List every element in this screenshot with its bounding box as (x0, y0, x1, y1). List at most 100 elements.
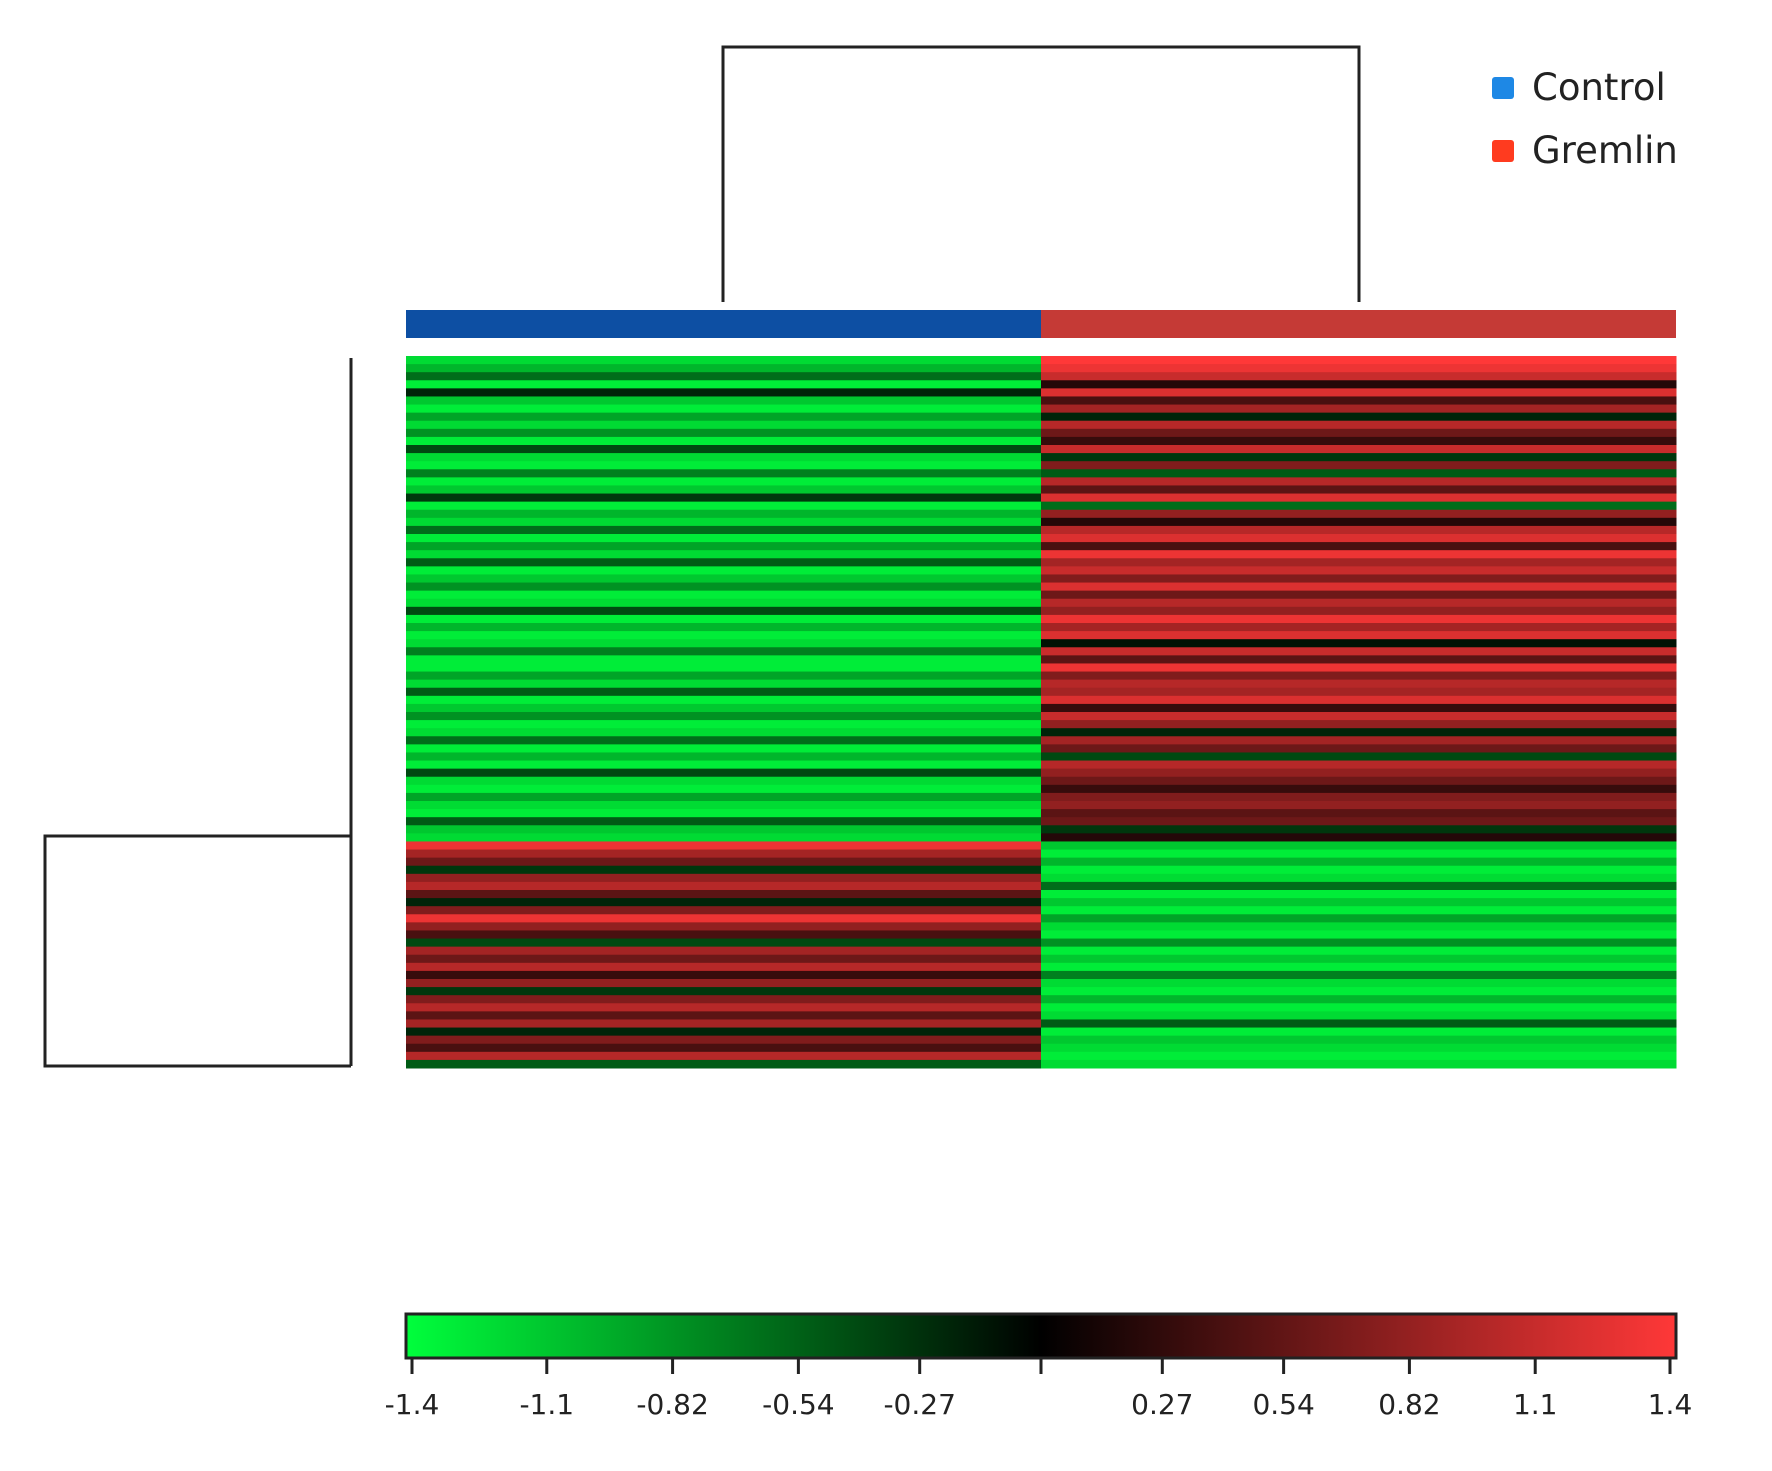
scale-tick-label: -0.27 (883, 1388, 955, 1421)
heatmap-cell (1041, 404, 1677, 414)
heatmap-cell (1041, 1059, 1677, 1069)
heatmap-cell (406, 598, 1042, 608)
heatmap-cell (1041, 849, 1677, 859)
heatmap-cell (1041, 542, 1677, 551)
heatmap-cell (1041, 1003, 1677, 1012)
heatmap-cell (406, 1035, 1042, 1045)
heatmap-cell (406, 760, 1042, 770)
heatmap-cell (1041, 703, 1677, 713)
heatmap-cell (1041, 501, 1677, 511)
heatmap-cell (406, 1027, 1042, 1037)
heatmap-cell (1041, 857, 1677, 867)
heatmap-cell (406, 776, 1042, 786)
heatmap-cell (1041, 574, 1677, 584)
heatmap-cell (406, 695, 1042, 705)
heatmap-cell (406, 509, 1042, 519)
heatmap-cell (1041, 1051, 1677, 1061)
heatmap-cell (406, 639, 1042, 648)
heatmap-cell (1041, 687, 1677, 697)
heatmap-cell (1041, 606, 1677, 616)
heatmap-cell (1041, 825, 1677, 834)
heatmap-cell (1041, 679, 1677, 689)
heatmap-cell (406, 873, 1042, 883)
heatmap-cell (1041, 445, 1677, 454)
heatmap-cell (1041, 760, 1677, 770)
heatmap-cell (406, 364, 1042, 373)
heatmap-cell (406, 930, 1042, 940)
heatmap-cell (406, 590, 1042, 600)
heatmap-cell (1041, 631, 1677, 640)
heatmap-cell (406, 857, 1042, 867)
heatmap-cell (406, 679, 1042, 689)
heatmap-cell (406, 1011, 1042, 1020)
heatmap-cell (406, 525, 1042, 535)
heatmap-cell (1041, 396, 1677, 406)
heatmap-cell (1041, 962, 1677, 972)
heatmap-cell (1041, 881, 1677, 891)
heatmap-cell (406, 954, 1042, 964)
heatmap-cell (406, 388, 1042, 397)
heatmap-cell (1041, 582, 1677, 592)
heatmap-cell (406, 906, 1042, 915)
scale-tick-label: 1.1 (1513, 1388, 1558, 1421)
heatmap-cell (406, 614, 1042, 624)
heatmap-cell (1041, 388, 1677, 397)
heatmap-cell (1041, 428, 1677, 438)
heatmap-cell (406, 1003, 1042, 1012)
heatmap-cell (1041, 639, 1677, 648)
heatmap-cell (1041, 906, 1677, 915)
heatmap-cell (406, 517, 1042, 527)
heatmap-cell (406, 647, 1042, 656)
legend-swatch-gremlin (1492, 139, 1514, 162)
heatmap-cell (406, 922, 1042, 931)
heatmap-cell (1041, 420, 1677, 430)
heatmap-cell (406, 582, 1042, 592)
heatmap-cell (406, 436, 1042, 446)
heatmap-cell (406, 703, 1042, 713)
heatmap-cell (406, 420, 1042, 430)
heatmap-cell (1041, 598, 1677, 608)
heatmap-cells (406, 356, 1677, 1069)
heatmap-cell (1041, 566, 1677, 575)
heatmap-cell (406, 566, 1042, 575)
heatmap-cell (1041, 1019, 1677, 1029)
heatmap-cell (406, 841, 1042, 851)
heatmap-cell (406, 801, 1042, 810)
heatmap-cell (1041, 1035, 1677, 1045)
legend-item-gremlin: Gremlin (1492, 119, 1678, 182)
heatmap-cell (1041, 509, 1677, 519)
heatmap-cell (406, 962, 1042, 972)
heatmap-cell (1041, 436, 1677, 446)
heatmap-cell (406, 970, 1042, 980)
heatmap-cell (406, 784, 1042, 794)
heatmap-cell (1041, 946, 1677, 956)
heatmap-cell (1041, 1043, 1677, 1053)
heatmap-cell (1041, 995, 1677, 1004)
heatmap-cell (406, 663, 1042, 673)
color-scale-bar (404, 1312, 1678, 1360)
heatmap-cell (406, 1059, 1042, 1069)
heatmap-cell (1041, 865, 1677, 875)
heatmap-cell (1041, 938, 1677, 948)
heatmap-cell (406, 485, 1042, 495)
heatmap-cell (1041, 469, 1677, 478)
heatmap-cell (1041, 768, 1677, 778)
heatmap-cell (406, 380, 1042, 389)
heatmap-cell (1041, 372, 1677, 381)
heatmap-cell (406, 493, 1042, 503)
heatmap-cell (406, 655, 1042, 664)
heatmap-cell (406, 898, 1042, 907)
heatmap-cell (406, 412, 1042, 422)
heatmap-cell (1041, 987, 1677, 996)
heatmap-cell (406, 550, 1042, 559)
heatmap-cell (406, 768, 1042, 778)
heatmap-cell (1041, 356, 1677, 365)
heatmap-cell (1041, 970, 1677, 980)
scale-tick-label: 1.4 (1648, 1388, 1693, 1421)
heatmap-cell (406, 744, 1042, 753)
heatmap-cell (406, 404, 1042, 414)
heatmap-cell (406, 825, 1042, 834)
legend-label-control: Control (1532, 66, 1666, 109)
heatmap-cell (1041, 1027, 1677, 1037)
heatmap-cell (1041, 517, 1677, 527)
